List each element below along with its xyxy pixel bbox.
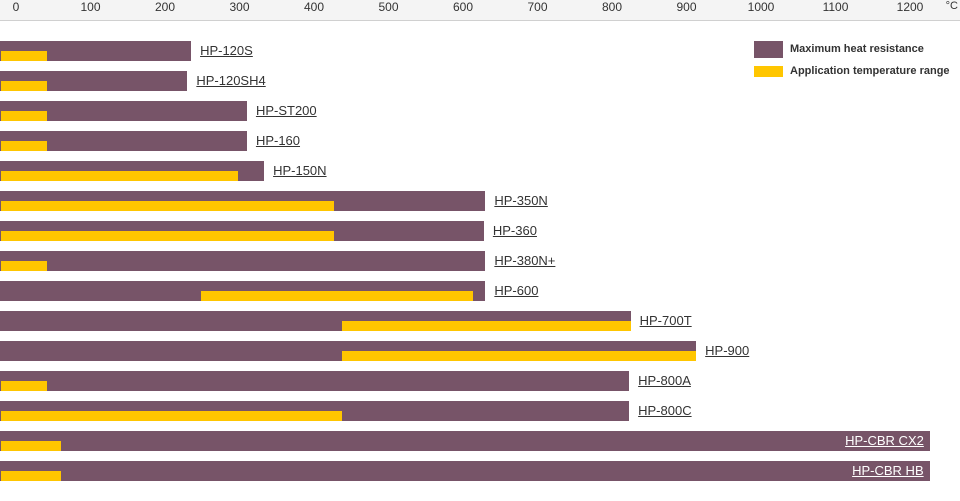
product-link[interactable]: HP-350N <box>494 193 548 208</box>
bar-max-heat <box>0 71 188 91</box>
product-link[interactable]: HP-160 <box>255 133 301 148</box>
bar-max-heat <box>0 251 486 271</box>
product-link[interactable]: HP-380N+ <box>494 253 556 268</box>
legend-label-max: Maximum heat resistance <box>790 43 924 55</box>
bar-application-range <box>1 171 238 181</box>
bar-application-range <box>341 351 697 361</box>
bar-application-range <box>341 321 631 331</box>
bar-max-heat <box>0 131 247 151</box>
bar-application-range <box>1 111 48 121</box>
bar-max-heat <box>0 101 247 121</box>
x-tick-label: 600 <box>452 0 474 14</box>
x-tick-label: 900 <box>676 0 697 14</box>
x-tick-label: 100 <box>80 0 101 14</box>
bar-application-range <box>1 141 48 151</box>
product-link[interactable]: HP-150N <box>273 163 327 178</box>
bar-application-range <box>1 411 342 421</box>
bar-application-range <box>1 261 48 271</box>
legend-label-app: Application temperature range <box>790 65 950 77</box>
product-link[interactable]: HP-360 <box>492 223 537 238</box>
bar-application-range <box>1 231 335 241</box>
x-tick-label: 700 <box>527 0 548 14</box>
product-link[interactable]: HP-ST200 <box>255 103 317 118</box>
bar-max-heat <box>0 431 931 451</box>
product-link[interactable]: HP-700T <box>639 313 692 328</box>
product-link[interactable]: HP-600 <box>494 283 539 298</box>
product-link[interactable]: HP-900 <box>705 343 750 358</box>
bar-application-range <box>200 291 474 301</box>
x-tick-label: 200 <box>154 0 176 14</box>
x-axis-unit: °C <box>945 0 958 12</box>
x-tick-label: 1200 <box>896 0 924 14</box>
legend-item-max: Maximum heat resistance <box>754 40 954 62</box>
x-tick-label: 1100 <box>822 0 849 14</box>
bar-application-range <box>1 441 61 451</box>
bar-application-range <box>1 201 335 211</box>
product-link[interactable]: HP-120S <box>200 43 253 58</box>
product-link[interactable]: HP-CBR HB <box>852 463 924 478</box>
legend: Maximum heat resistance Application temp… <box>754 40 954 84</box>
bar-max-heat <box>0 371 630 391</box>
product-link[interactable]: HP-800C <box>638 403 692 418</box>
bar-application-range <box>1 51 48 61</box>
x-tick-label: 0 <box>12 0 20 14</box>
bar-application-range <box>1 81 47 91</box>
x-tick-label: 400 <box>303 0 325 14</box>
legend-item-app: Application temperature range <box>754 62 954 84</box>
product-link[interactable]: HP-120SH4 <box>196 73 266 88</box>
x-tick-label: 500 <box>378 0 399 14</box>
bar-max-heat <box>0 461 931 481</box>
x-tick-label: 800 <box>601 0 623 14</box>
product-link[interactable]: HP-800A <box>638 373 691 388</box>
bar-max-heat <box>0 41 192 61</box>
bar-application-range <box>1 471 61 481</box>
legend-swatch-max <box>754 41 783 58</box>
legend-swatch-app <box>754 66 783 77</box>
x-tick-label: 1000 <box>747 0 775 14</box>
x-axis: 0 100 200 300 400 500 600 700 800 900 1000 1100 1200… <box>0 0 960 21</box>
bar-application-range <box>1 381 48 391</box>
x-tick-label: 300 <box>229 0 250 14</box>
product-link[interactable]: HP-CBR CX2 <box>845 433 924 448</box>
